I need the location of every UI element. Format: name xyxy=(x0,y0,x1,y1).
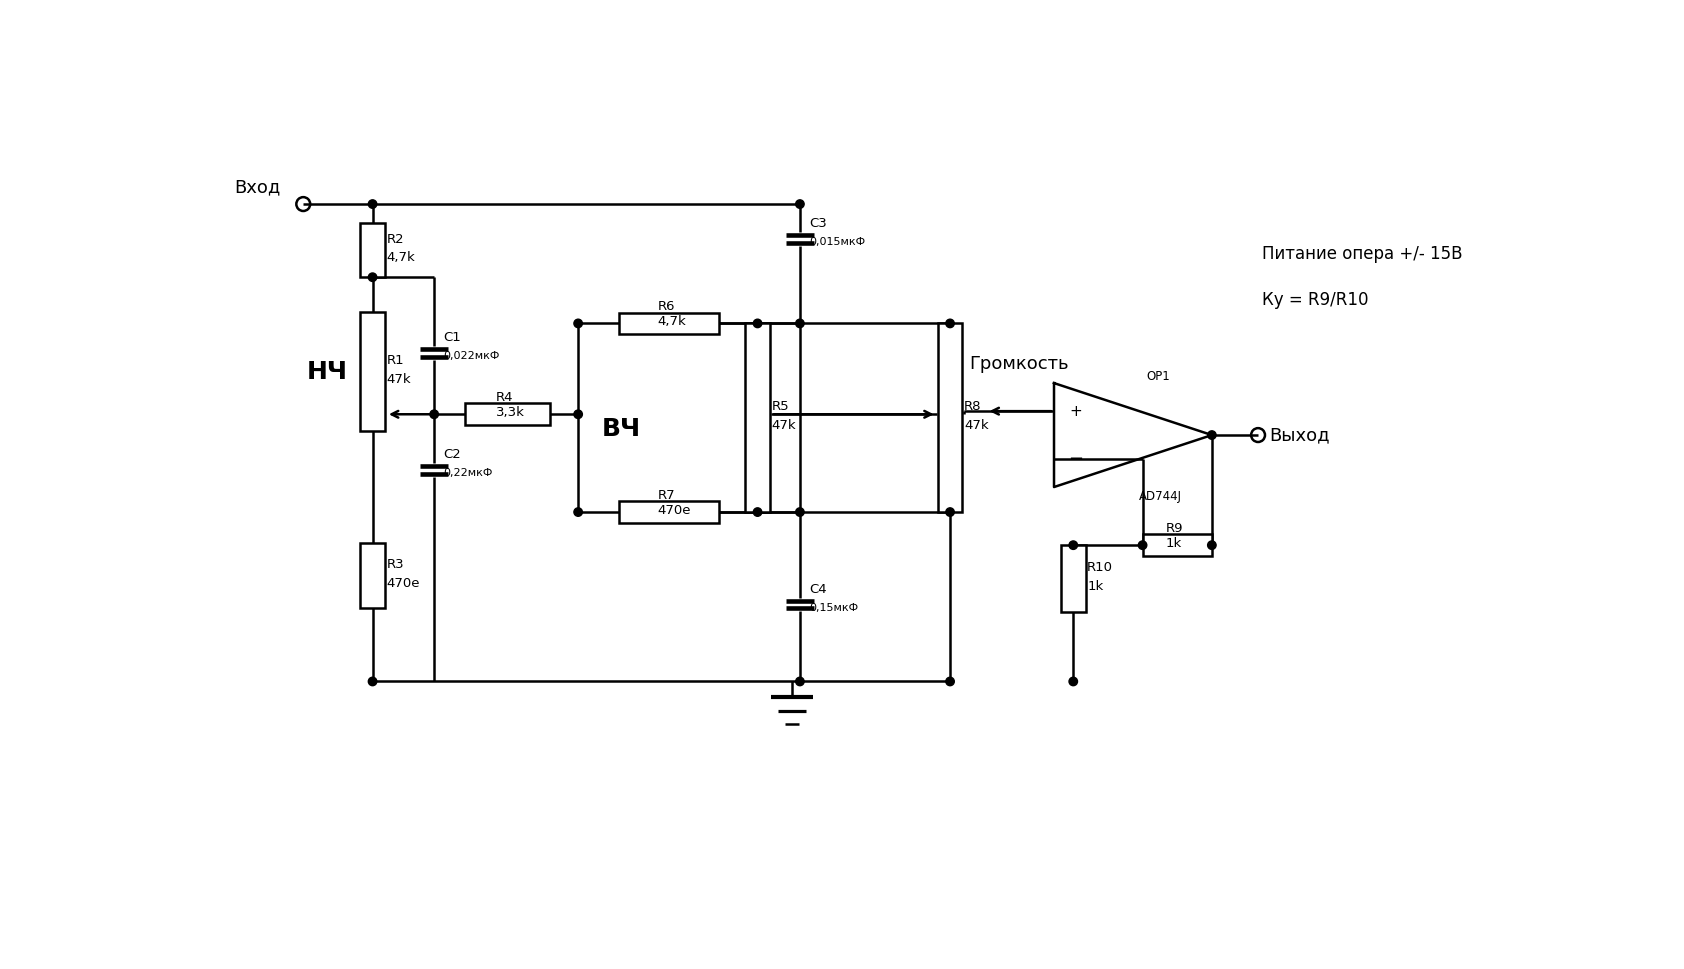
Text: −: − xyxy=(1068,450,1083,468)
Circle shape xyxy=(1207,431,1216,439)
Text: R7: R7 xyxy=(657,488,675,502)
Text: OP1: OP1 xyxy=(1147,370,1170,384)
Bar xyxy=(620,501,719,523)
Text: AD744J: AD744J xyxy=(1138,489,1182,503)
Bar xyxy=(620,313,719,334)
Circle shape xyxy=(795,677,805,686)
Text: Громкость: Громкость xyxy=(970,355,1069,373)
Circle shape xyxy=(795,200,805,208)
Text: Ку = R9/R10: Ку = R9/R10 xyxy=(1261,292,1369,309)
Circle shape xyxy=(369,200,377,208)
Text: 0,22мкФ: 0,22мкФ xyxy=(443,468,493,478)
Text: R6: R6 xyxy=(657,300,675,313)
Text: ВЧ: ВЧ xyxy=(601,418,640,441)
Text: Вход: Вход xyxy=(234,178,280,196)
Text: 0,022мкФ: 0,022мкФ xyxy=(443,351,500,360)
Circle shape xyxy=(574,508,583,516)
Text: 47k: 47k xyxy=(963,419,989,432)
Text: Питание опера +/- 15В: Питание опера +/- 15В xyxy=(1261,245,1462,264)
Bar xyxy=(938,324,962,512)
Text: R3: R3 xyxy=(386,558,404,572)
Text: 1k: 1k xyxy=(1165,537,1182,550)
Text: 0,015мкФ: 0,015мкФ xyxy=(808,236,866,247)
Text: 470e: 470e xyxy=(657,504,690,517)
Circle shape xyxy=(574,410,583,419)
Circle shape xyxy=(795,319,805,328)
Text: +: + xyxy=(1069,404,1081,419)
Text: C4: C4 xyxy=(808,582,827,596)
Text: C3: C3 xyxy=(808,217,827,230)
Text: R1: R1 xyxy=(386,355,404,367)
Circle shape xyxy=(369,273,377,281)
Bar xyxy=(360,543,386,609)
Circle shape xyxy=(753,319,761,328)
Bar xyxy=(1142,534,1212,556)
Text: R10: R10 xyxy=(1088,561,1113,575)
Bar xyxy=(465,403,549,425)
Circle shape xyxy=(795,508,805,516)
Circle shape xyxy=(369,677,377,686)
Bar xyxy=(360,223,386,277)
Circle shape xyxy=(946,319,955,328)
Text: R8: R8 xyxy=(963,400,982,414)
Circle shape xyxy=(946,508,955,516)
Text: НЧ: НЧ xyxy=(306,359,349,384)
Text: R2: R2 xyxy=(386,233,404,246)
Text: C2: C2 xyxy=(443,448,461,461)
Text: R5: R5 xyxy=(771,400,790,414)
Text: 47k: 47k xyxy=(771,419,797,432)
Circle shape xyxy=(1069,677,1078,686)
Circle shape xyxy=(1069,541,1078,549)
Text: C1: C1 xyxy=(443,330,461,344)
Text: Выход: Выход xyxy=(1270,426,1330,444)
Bar xyxy=(1061,546,1086,612)
Circle shape xyxy=(1138,541,1147,549)
Circle shape xyxy=(1207,541,1216,549)
Circle shape xyxy=(574,319,583,328)
Circle shape xyxy=(429,410,438,419)
Text: 3,3k: 3,3k xyxy=(495,406,525,420)
Text: R9: R9 xyxy=(1165,521,1184,535)
Text: 470e: 470e xyxy=(386,577,419,590)
Circle shape xyxy=(946,677,955,686)
Text: 47k: 47k xyxy=(386,373,411,386)
Text: 1k: 1k xyxy=(1088,579,1103,593)
Bar xyxy=(746,324,770,512)
Circle shape xyxy=(753,508,761,516)
Text: 4,7k: 4,7k xyxy=(386,252,416,265)
Bar xyxy=(360,312,386,431)
Text: R4: R4 xyxy=(495,391,514,404)
Text: 4,7k: 4,7k xyxy=(657,315,685,328)
Text: 0,15мкФ: 0,15мкФ xyxy=(808,603,859,612)
